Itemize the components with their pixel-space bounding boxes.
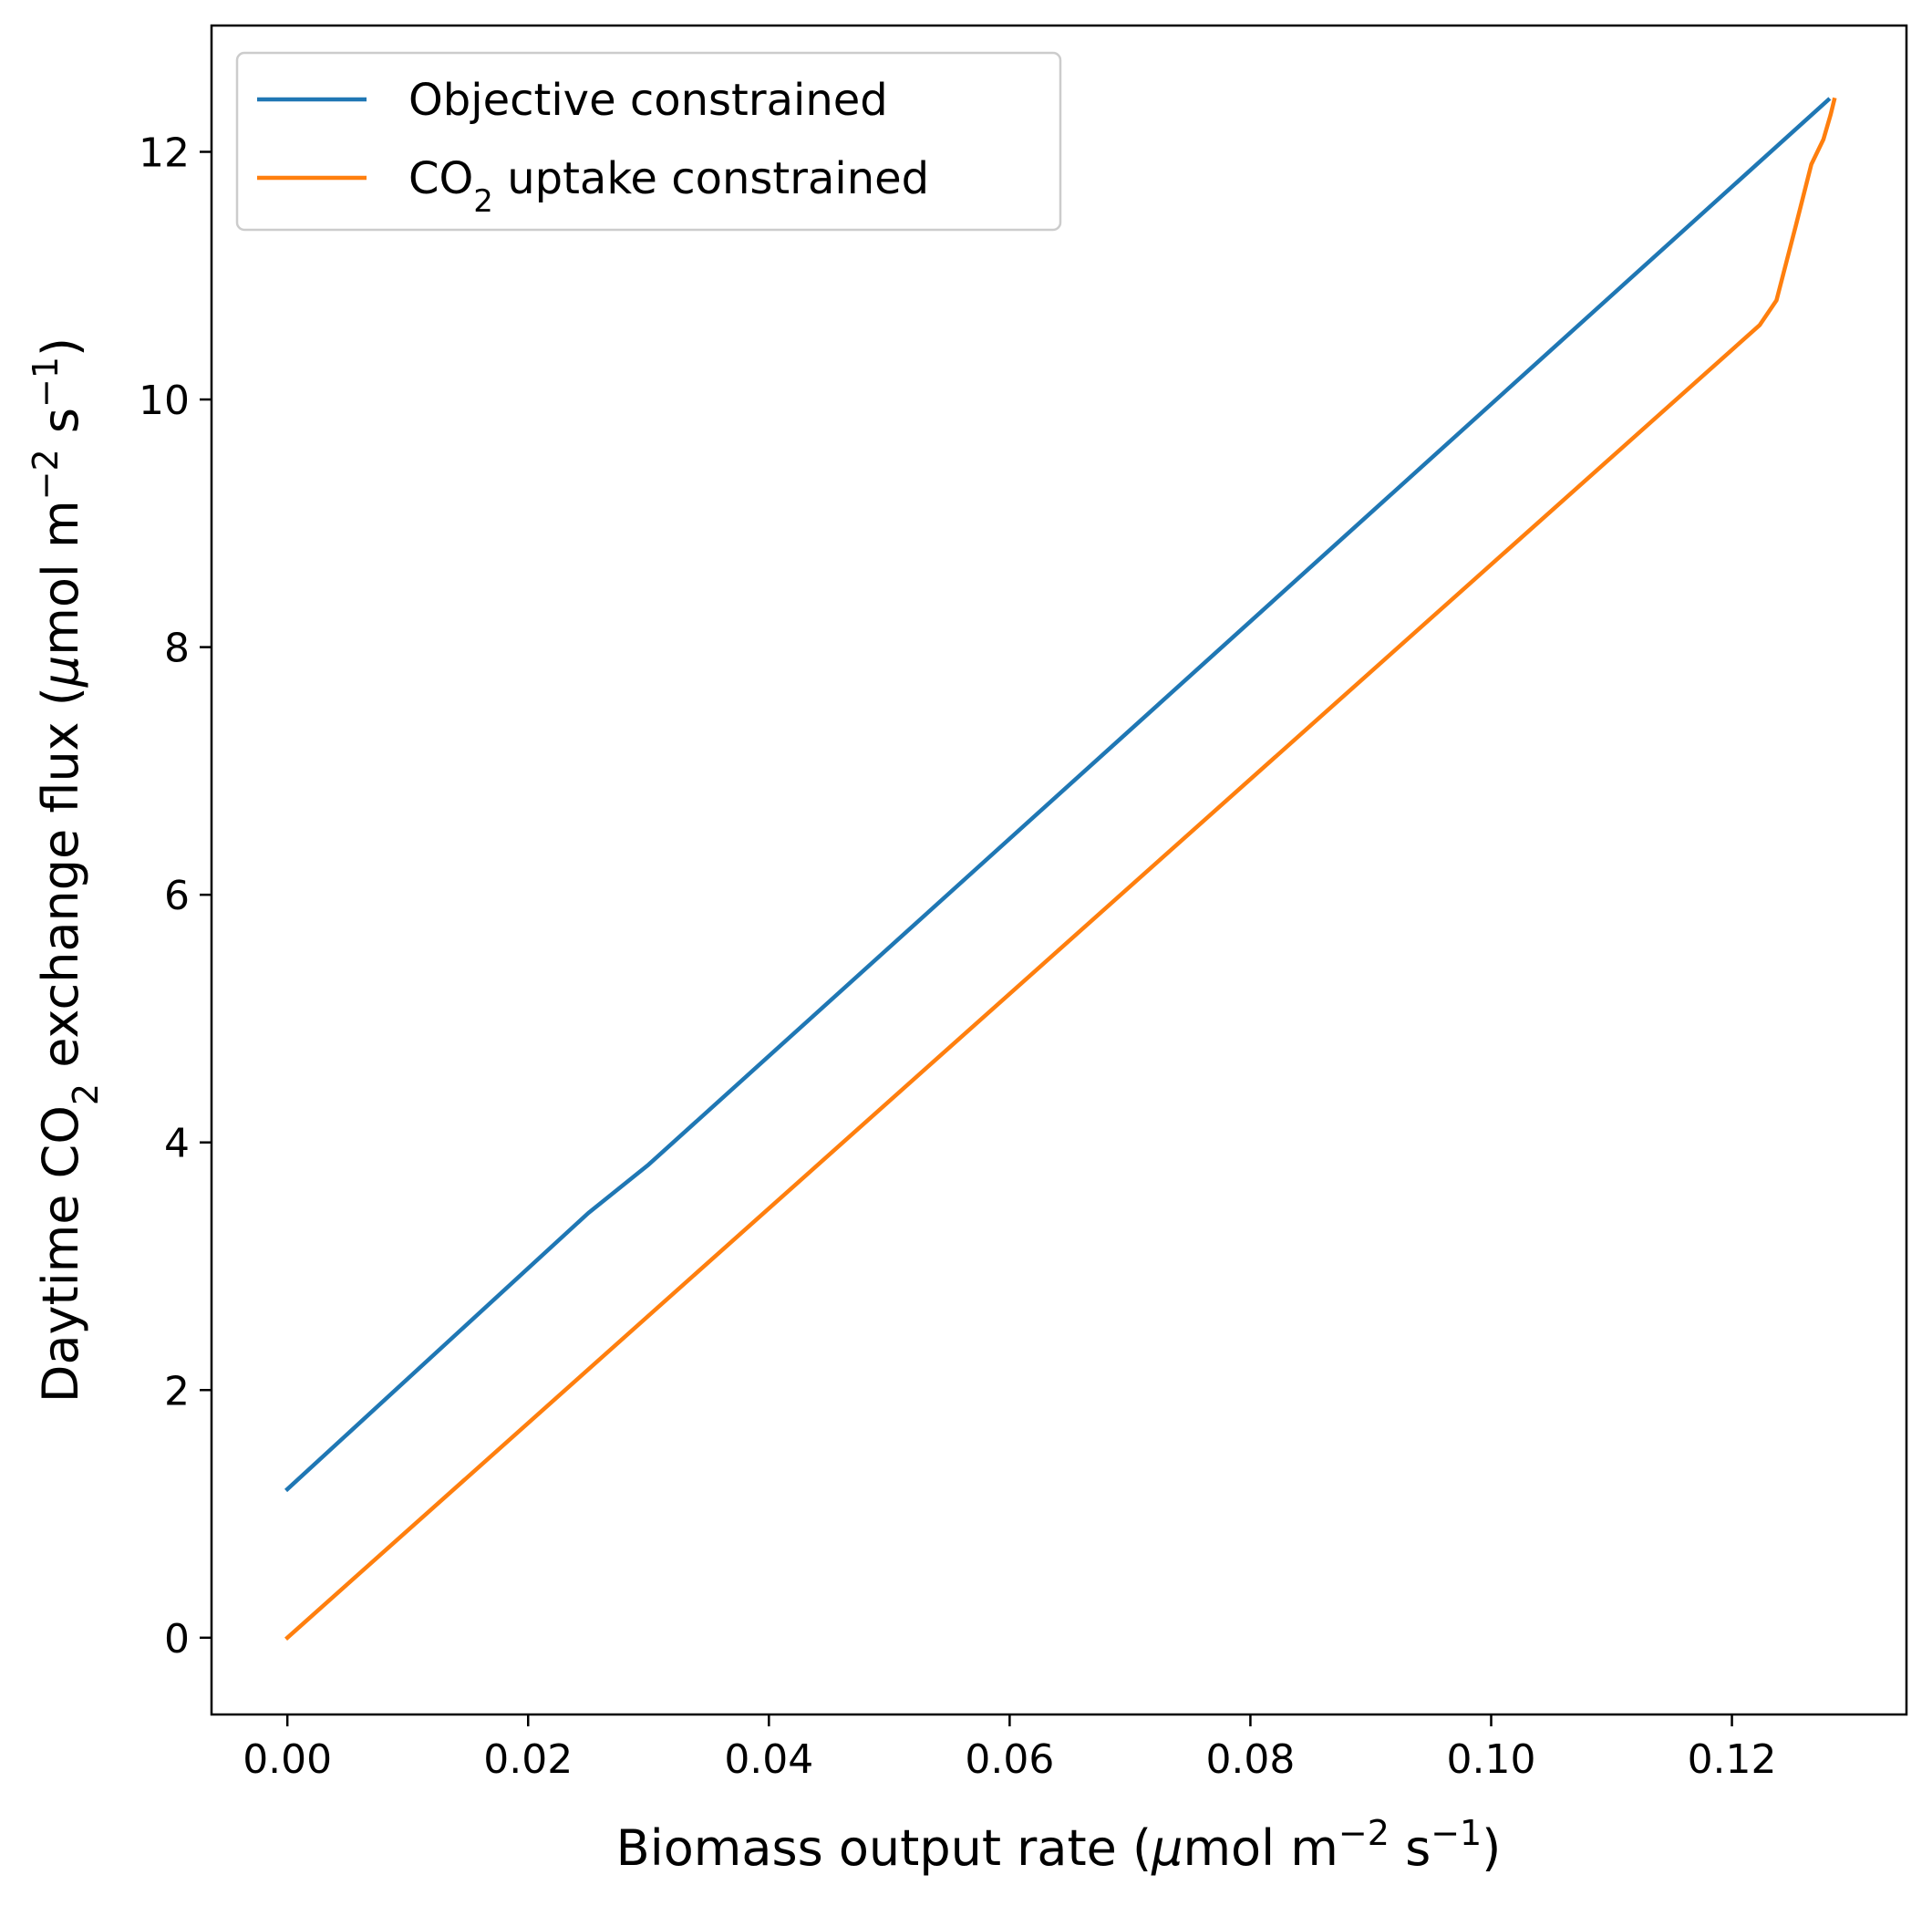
x-axis-label: Biomass output rate (μmol m−2 s−1): [616, 1813, 1502, 1877]
y-tick-label: 8: [164, 626, 190, 672]
plot-area: [210, 24, 1908, 1716]
x-tick-label: 0.04: [724, 1736, 813, 1783]
y-tick-label: 2: [164, 1368, 190, 1414]
x-axis-ticks: 0.00 0.02 0.04 0.06 0.08 0.10 0.12: [243, 1714, 1777, 1783]
x-tick-label: 0.10: [1447, 1736, 1536, 1783]
y-tick-label: 12: [139, 129, 190, 176]
x-tick-label: 0.08: [1205, 1736, 1295, 1783]
series-layer: [284, 97, 1837, 1641]
series-line-objective-constrained: [284, 97, 1832, 1493]
x-tick-label: 0.00: [243, 1736, 332, 1783]
axes-frame: [210, 24, 1908, 1716]
y-tick-label: 4: [164, 1121, 190, 1167]
legend: Objective constrained CO2 uptake constra…: [235, 51, 1062, 232]
y-tick-label: 10: [139, 378, 190, 424]
y-axis-ticks: 0 2 4 6 8 10 12: [139, 129, 212, 1663]
legend-label-co2: CO2 uptake constrained: [408, 153, 929, 220]
legend-label-objective: Objective constrained: [408, 75, 888, 126]
y-tick-label: 6: [164, 873, 190, 919]
legend-box: [235, 51, 1062, 232]
x-tick-label: 0.02: [483, 1736, 573, 1783]
series-line-co2-uptake-constrained: [284, 97, 1837, 1641]
x-tick-label: 0.12: [1688, 1736, 1777, 1783]
y-tick-label: 0: [164, 1616, 190, 1663]
y-axis-label: Daytime CO2 exchange flux (μmol m−2 s−1): [26, 337, 106, 1403]
x-tick-label: 0.06: [965, 1736, 1054, 1783]
